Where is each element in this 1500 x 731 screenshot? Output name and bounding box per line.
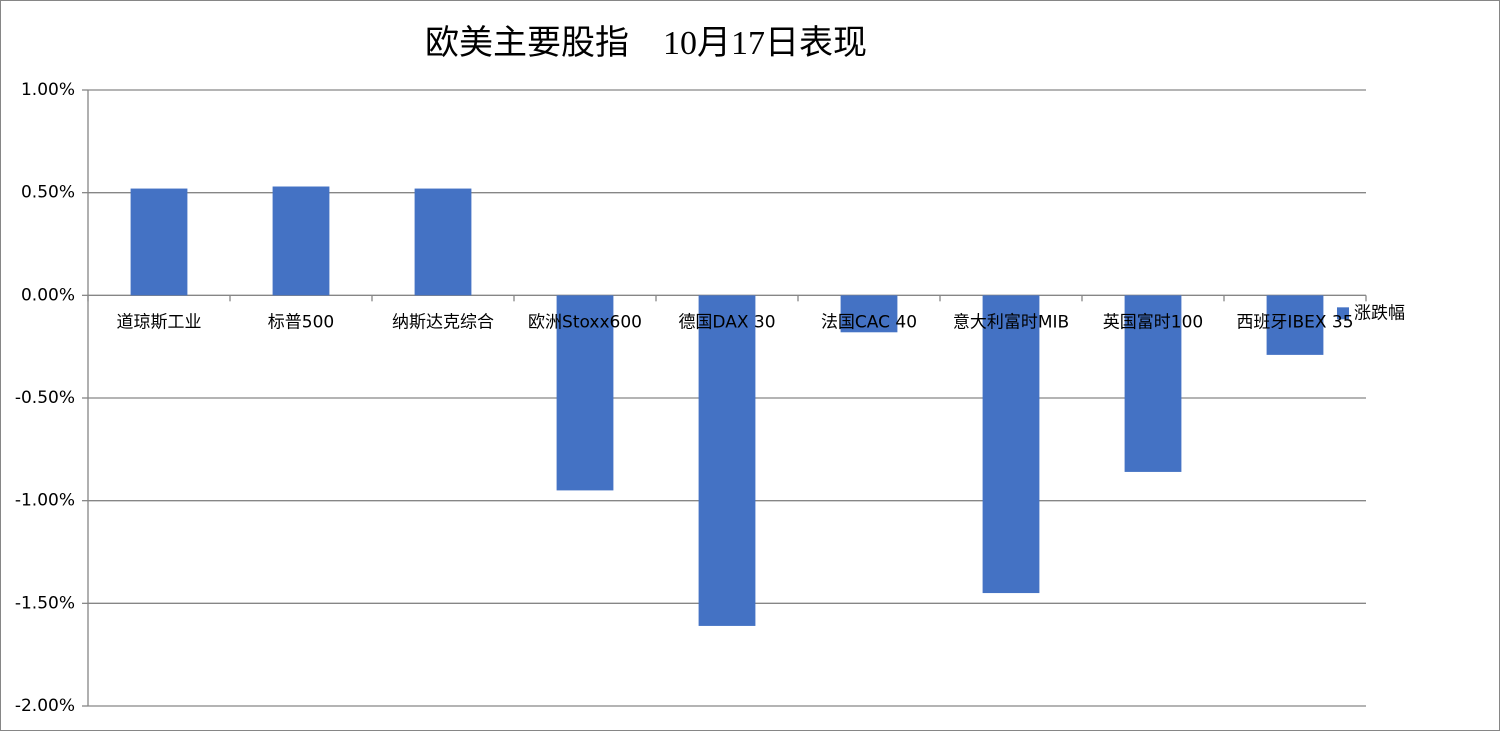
bar xyxy=(556,295,614,491)
x-tick-label: 法国CAC 40 xyxy=(821,312,917,332)
bar xyxy=(414,188,472,296)
y-tick-label: -2.00% xyxy=(15,696,75,716)
y-tick-label: -1.00% xyxy=(15,491,75,511)
chart-title: 欧美主要股指 10月17日表现 xyxy=(425,24,867,62)
bar xyxy=(840,295,898,333)
y-tick-label: 1.00% xyxy=(21,80,75,100)
x-tick-label: 标普500 xyxy=(268,312,334,332)
x-tick-label: 欧洲Stoxx600 xyxy=(528,312,642,332)
x-tick-label: 纳斯达克综合 xyxy=(392,312,494,332)
y-tick-label: 0.00% xyxy=(21,285,75,305)
bar xyxy=(1266,295,1324,355)
x-tick-label: 道琼斯工业 xyxy=(117,312,202,332)
y-tick-label: -0.50% xyxy=(15,388,75,408)
y-tick-label: -1.50% xyxy=(15,593,75,613)
bar xyxy=(698,295,756,626)
x-tick-label: 德国DAX 30 xyxy=(678,312,775,332)
bar xyxy=(982,295,1040,594)
y-tick-label: 0.50% xyxy=(21,183,75,203)
x-tick-label: 英国富时100 xyxy=(1103,312,1203,332)
legend-swatch xyxy=(1337,307,1349,320)
x-tick-label: 西班牙IBEX 35 xyxy=(1236,312,1353,332)
bar xyxy=(272,186,330,296)
x-tick-label: 意大利富时MIB xyxy=(953,312,1069,332)
legend-label: 涨跌幅 xyxy=(1354,303,1405,323)
bar xyxy=(1124,295,1182,472)
bar xyxy=(130,188,188,296)
